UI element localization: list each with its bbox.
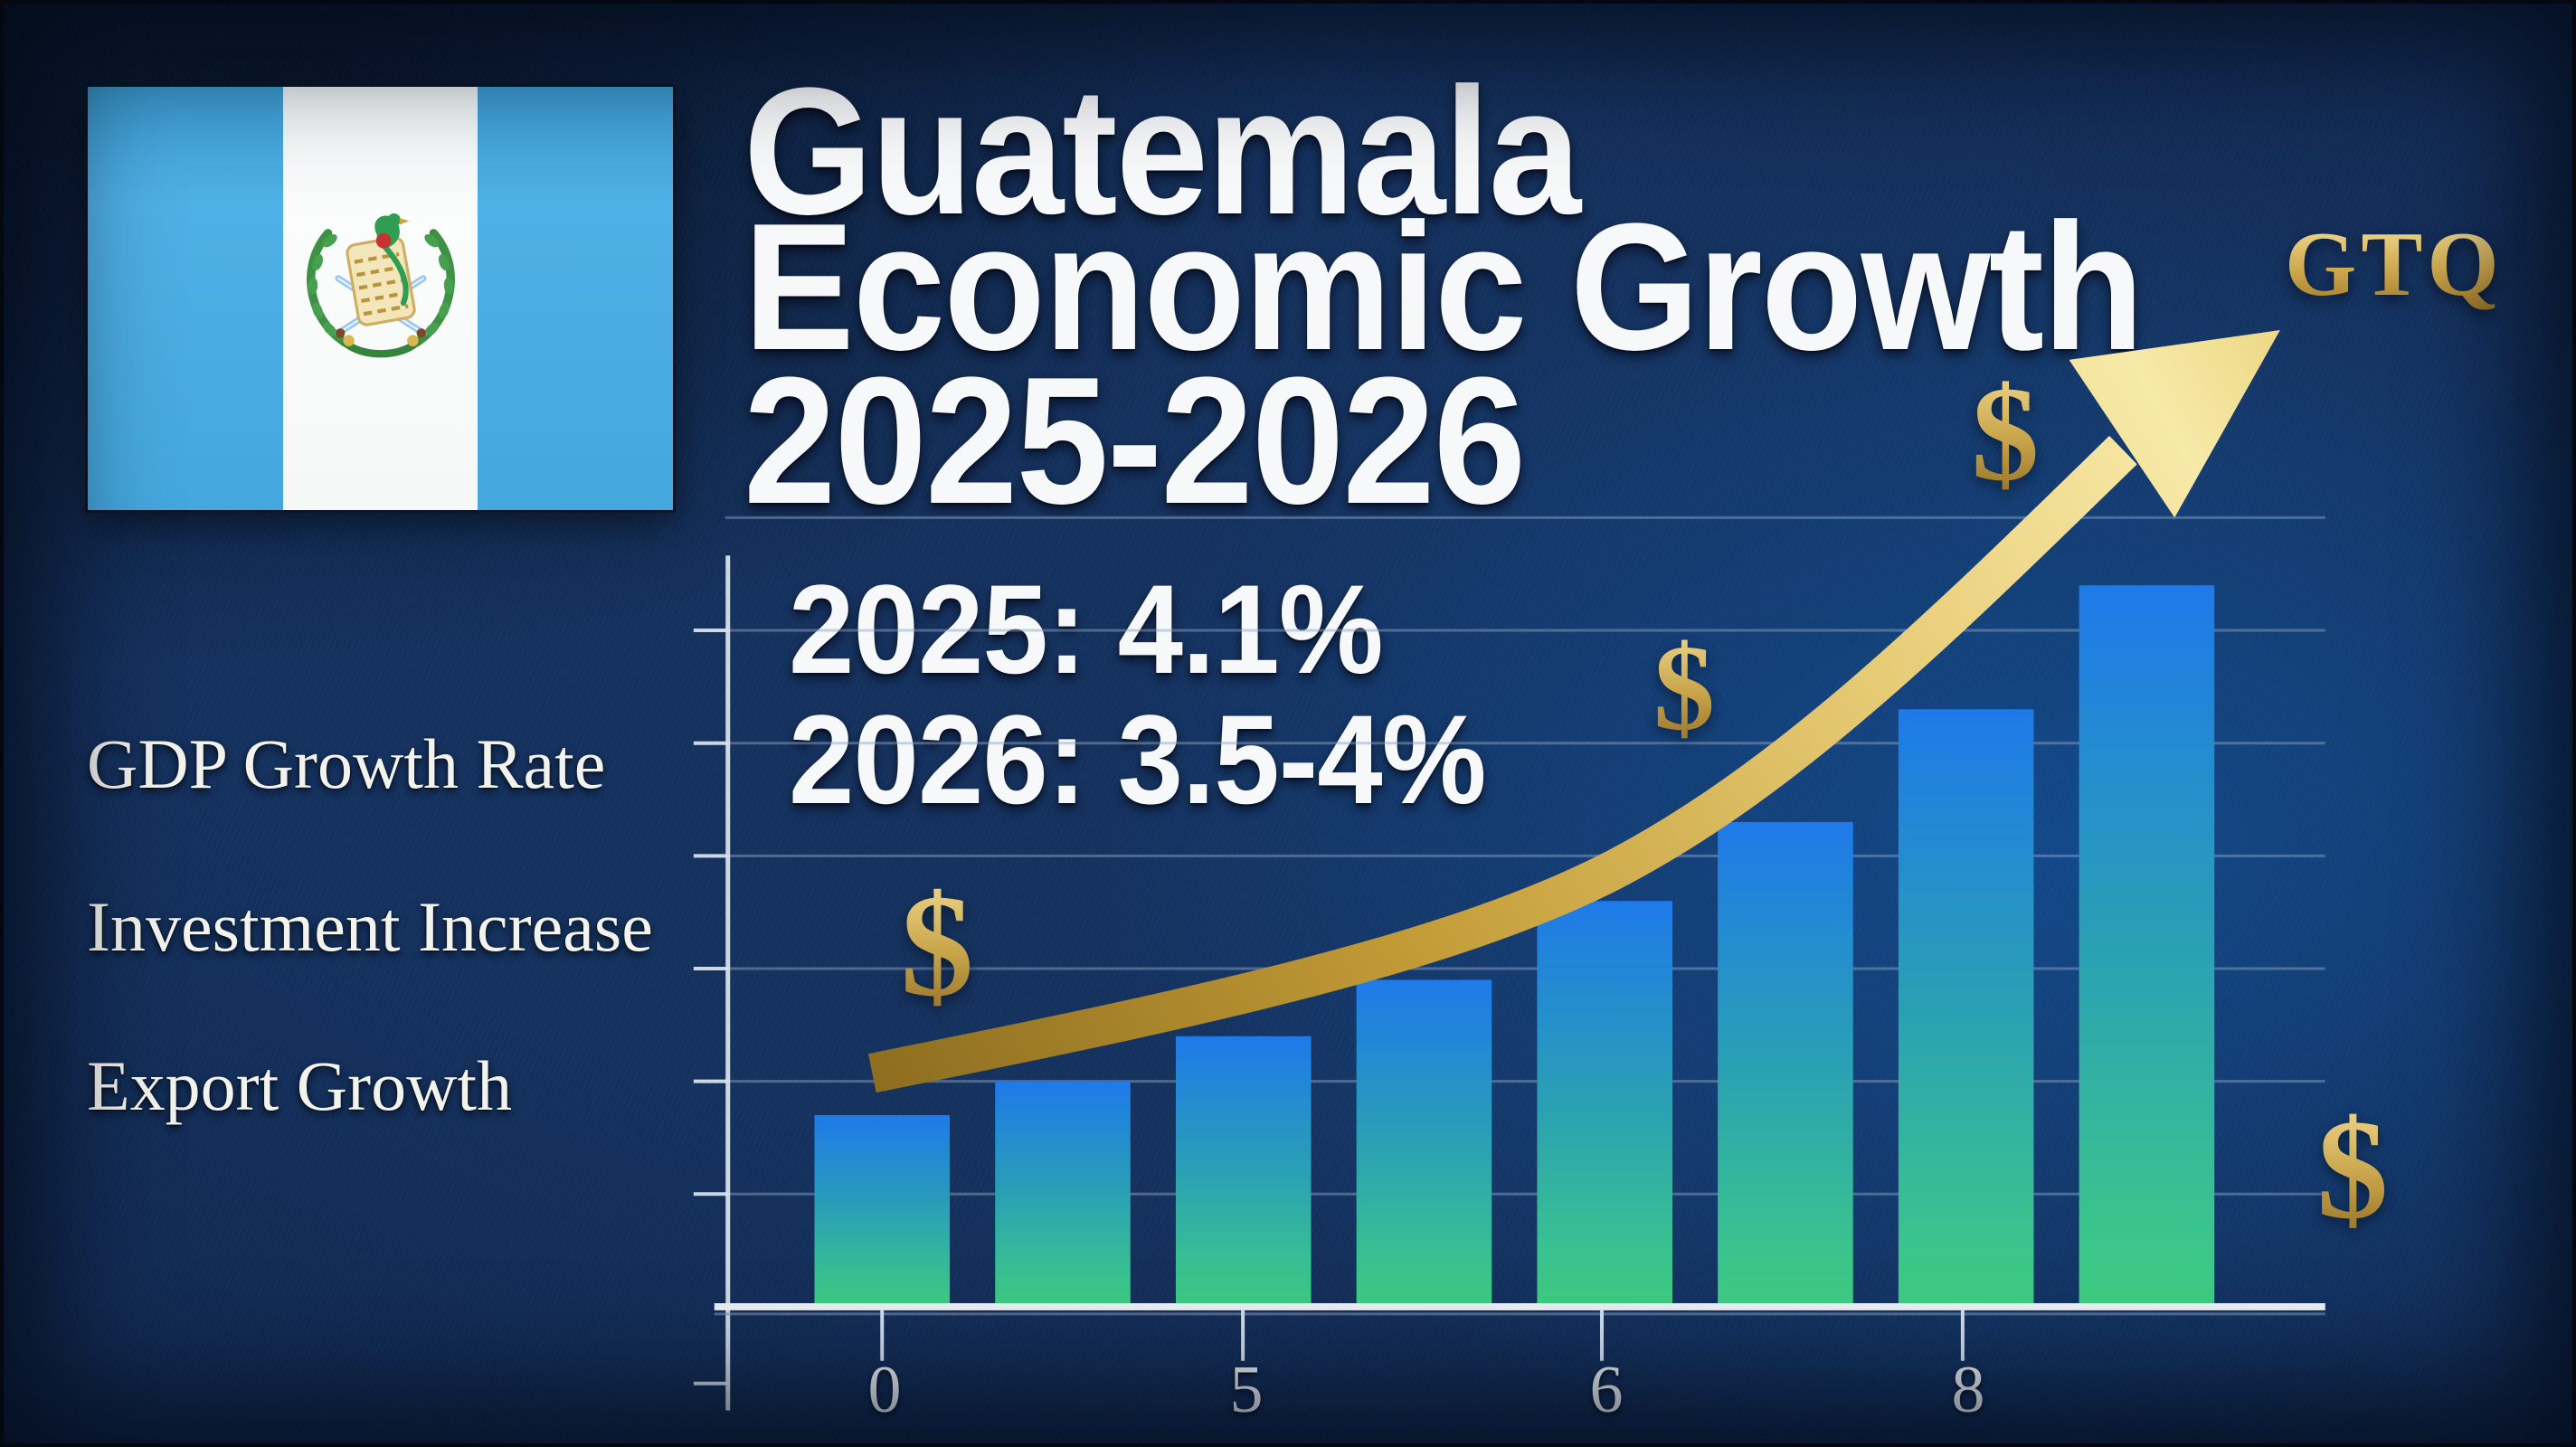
flag-stripe-white <box>282 87 478 510</box>
dollar-icon-bottom-right: $ <box>2316 1091 2389 1249</box>
page-title-line-1: Guatemala <box>743 51 1581 252</box>
dollar-icon-mid-left: $ <box>900 865 974 1027</box>
dollar-icon-top-right: $ <box>1971 359 2040 509</box>
dollar-icon-mid-right: $ <box>1653 620 1715 756</box>
label-gdp-growth-rate: GDP Growth Rate <box>87 724 606 803</box>
bar-2 <box>1175 1036 1312 1307</box>
x-tick-label-5: 5 <box>1229 1353 1264 1427</box>
flag-stripe-blue-right <box>478 87 674 510</box>
y-axis <box>693 555 731 1411</box>
bar-7 <box>2079 585 2215 1307</box>
page-title-line-2: Economic Growth <box>743 186 2145 388</box>
stat-2025-growth: 2025: 4.1% <box>789 558 1384 700</box>
x-tick-label-0: 0 <box>867 1353 902 1427</box>
coat-of-arms-icon <box>306 213 455 358</box>
guatemala-flag <box>85 84 676 513</box>
currency-code-label: GTQ <box>2285 213 2504 316</box>
label-investment-increase: Investment Increase <box>87 887 653 966</box>
bar-1 <box>995 1081 1131 1307</box>
bar-3 <box>1356 979 1492 1307</box>
bar-0 <box>814 1115 951 1307</box>
flag-stripe-blue-left <box>88 87 283 510</box>
x-axis <box>714 1302 2325 1361</box>
page-title-line-3: 2025-2026 <box>743 340 1526 542</box>
stat-2026-growth: 2026: 3.5-4% <box>789 688 1486 830</box>
bar-5 <box>1718 821 1853 1307</box>
x-tick-label-8: 8 <box>1951 1353 1985 1427</box>
bar-6 <box>1898 709 2034 1307</box>
bar-4 <box>1537 901 1672 1307</box>
label-export-growth: Export Growth <box>87 1046 513 1125</box>
x-tick-label-6: 6 <box>1589 1353 1624 1427</box>
